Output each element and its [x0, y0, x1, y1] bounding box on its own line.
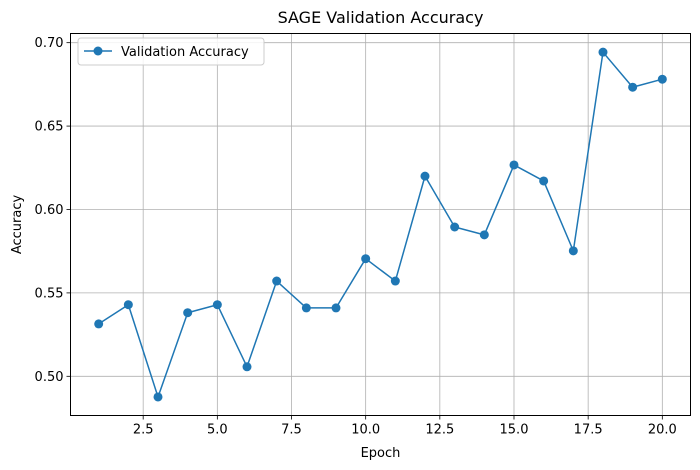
data-point [628, 82, 638, 92]
x-tick-label: 2.5 [133, 423, 154, 438]
data-point [390, 276, 400, 286]
series-line-validation-accuracy [98, 51, 663, 398]
grid [70, 33, 691, 416]
data-point [509, 160, 519, 170]
data-point [301, 303, 311, 313]
x-tick-label: 12.5 [425, 423, 454, 438]
data-point [598, 47, 608, 57]
y-tick-label: 0.55 [35, 286, 64, 301]
x-tick-label: 20.0 [648, 423, 677, 438]
data-point [361, 254, 371, 264]
data-point [153, 392, 163, 402]
x-tick-label: 7.5 [281, 423, 302, 438]
legend-frame [77, 37, 265, 66]
data-point [242, 362, 252, 372]
data-point [331, 303, 341, 313]
y-axis-label: Accuracy [10, 195, 25, 255]
data-point [568, 246, 578, 256]
data-point [183, 308, 193, 318]
data-point [479, 230, 489, 240]
legend: Validation Accuracy [77, 37, 265, 66]
series-layer [94, 47, 667, 402]
y-tick-label: 0.70 [35, 36, 64, 51]
x-tick-label: 5.0 [207, 423, 228, 438]
data-point [272, 276, 282, 286]
x-axis-label: Epoch [361, 446, 401, 461]
data-point [450, 222, 460, 232]
legend-entry-validation-accuracy: Validation Accuracy [121, 45, 249, 60]
y-tick-label: 0.50 [35, 370, 64, 385]
data-point [539, 176, 549, 186]
data-point [420, 171, 430, 181]
chart-title: SAGE Validation Accuracy [278, 8, 484, 27]
x-tick-label: 15.0 [500, 423, 529, 438]
x-tick-label: 10.0 [351, 423, 380, 438]
data-point [657, 74, 667, 84]
y-tick-label: 0.65 [35, 120, 64, 135]
data-point [94, 319, 104, 329]
y-axis-ticks: 0.50 0.55 0.60 0.65 0.70 [35, 36, 71, 385]
y-tick-label: 0.60 [35, 203, 64, 218]
legend-marker-swatch [93, 46, 103, 56]
data-point [123, 300, 133, 310]
plot-frame [70, 33, 691, 416]
x-axis-ticks: 2.5 5.0 7.5 10.0 12.5 15.0 17.5 20.0 [133, 415, 677, 438]
data-point [212, 300, 222, 310]
x-tick-label: 17.5 [574, 423, 603, 438]
